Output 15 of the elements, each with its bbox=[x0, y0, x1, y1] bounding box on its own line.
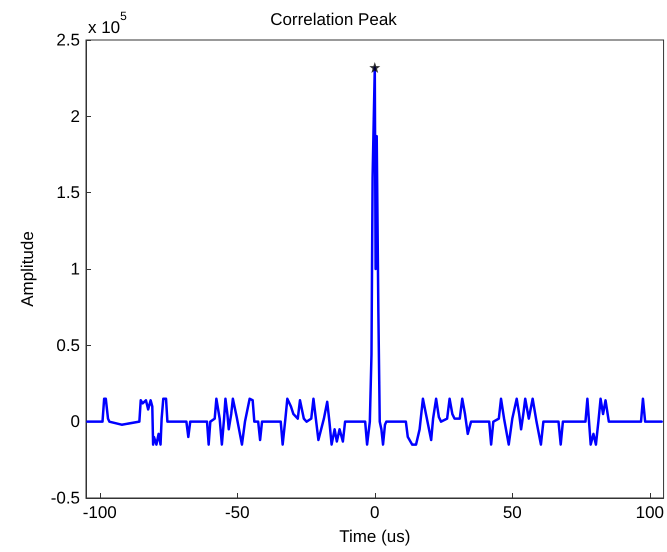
y-tick-label: 0 bbox=[70, 412, 80, 432]
y-tick-label: 1.5 bbox=[56, 183, 80, 202]
y-tick-label: 0.5 bbox=[56, 336, 80, 355]
y-tick-label: 1 bbox=[70, 260, 80, 278]
y-axis-title: Amplitude bbox=[18, 231, 37, 307]
x-tick-label: -50 bbox=[224, 503, 250, 522]
y-tick-label: 2.5 bbox=[56, 30, 80, 50]
y-tick-label: -0.5 bbox=[50, 488, 80, 508]
x-tick-label: 50 bbox=[502, 503, 522, 522]
y-tick-label: 2 bbox=[70, 106, 80, 126]
chart-title: Correlation Peak bbox=[270, 10, 398, 29]
x-tick-label: -100 bbox=[82, 503, 117, 522]
x-tick-label: 100 bbox=[636, 503, 664, 522]
x-axis-title: Time (us) bbox=[339, 527, 410, 546]
x-tick-label: 0 bbox=[370, 503, 380, 522]
